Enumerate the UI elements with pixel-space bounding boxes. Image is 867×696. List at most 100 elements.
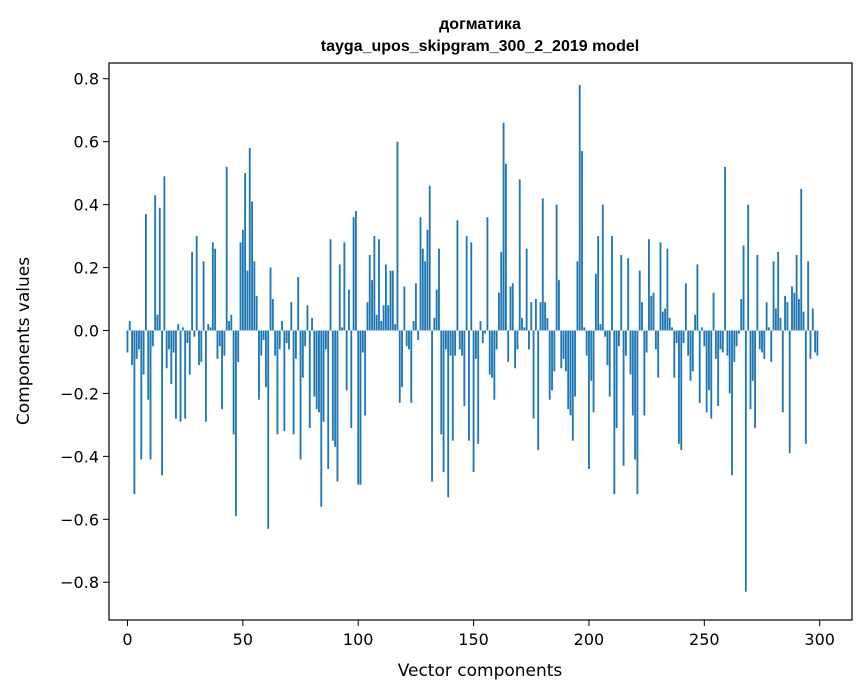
bar bbox=[758, 330, 761, 350]
bar bbox=[145, 214, 147, 331]
bar bbox=[627, 258, 630, 331]
bar bbox=[456, 220, 459, 331]
bar bbox=[479, 321, 482, 331]
bar bbox=[592, 330, 595, 413]
bar bbox=[336, 330, 339, 482]
bar bbox=[541, 198, 544, 331]
bar bbox=[267, 330, 270, 529]
bar bbox=[138, 330, 140, 350]
bar bbox=[678, 330, 680, 444]
bar bbox=[774, 308, 777, 331]
bar bbox=[648, 239, 650, 331]
bar bbox=[534, 299, 537, 331]
bar bbox=[177, 324, 180, 331]
bar bbox=[320, 330, 323, 507]
bar bbox=[246, 270, 249, 331]
bar bbox=[468, 330, 470, 441]
bar bbox=[200, 330, 203, 362]
bar bbox=[405, 330, 408, 347]
bar bbox=[398, 330, 401, 403]
bar bbox=[507, 330, 510, 362]
bar bbox=[687, 330, 690, 356]
bar bbox=[740, 299, 743, 331]
bar bbox=[313, 330, 316, 397]
bar bbox=[361, 330, 364, 353]
bar bbox=[680, 330, 683, 451]
y-axis-label: Components values bbox=[14, 257, 34, 425]
bar bbox=[408, 330, 410, 350]
bar bbox=[449, 330, 452, 356]
bar bbox=[156, 314, 159, 331]
y-tick-label: −0.2 bbox=[60, 384, 99, 403]
x-axis-ticks: 0 50 100 150 200 250 300 bbox=[122, 620, 835, 649]
bar bbox=[631, 330, 634, 416]
bar bbox=[590, 330, 593, 381]
bar bbox=[444, 330, 447, 350]
bar bbox=[327, 330, 330, 469]
bar bbox=[371, 280, 373, 331]
bar bbox=[329, 239, 332, 331]
bar bbox=[417, 330, 420, 340]
bar bbox=[581, 151, 583, 331]
bar bbox=[768, 327, 770, 331]
bar bbox=[345, 330, 348, 391]
bar bbox=[285, 330, 288, 344]
bar bbox=[253, 261, 256, 331]
bar bbox=[179, 330, 182, 422]
bar bbox=[484, 330, 487, 334]
bar bbox=[278, 330, 281, 350]
bar bbox=[214, 248, 217, 331]
bar bbox=[795, 254, 798, 331]
bar bbox=[170, 330, 173, 384]
bar bbox=[255, 295, 258, 331]
bar bbox=[664, 308, 667, 331]
bar bbox=[154, 195, 157, 331]
bar bbox=[396, 141, 399, 331]
bar bbox=[172, 330, 175, 353]
bar bbox=[802, 311, 805, 331]
bar bbox=[804, 330, 807, 444]
bar bbox=[209, 327, 212, 331]
bar bbox=[331, 330, 334, 441]
bar bbox=[465, 236, 468, 331]
bar bbox=[770, 330, 773, 362]
bar bbox=[564, 330, 567, 372]
bar bbox=[514, 330, 517, 369]
bar bbox=[636, 330, 639, 495]
bar bbox=[230, 314, 233, 331]
bar bbox=[749, 330, 752, 410]
bar bbox=[518, 179, 521, 331]
bar bbox=[712, 292, 715, 331]
bar bbox=[237, 330, 240, 362]
bar bbox=[211, 242, 214, 331]
bar bbox=[454, 330, 457, 356]
bar bbox=[594, 273, 597, 331]
bar bbox=[525, 248, 528, 331]
bar bbox=[624, 330, 627, 356]
bar bbox=[691, 330, 694, 372]
bar bbox=[151, 330, 154, 347]
bar bbox=[324, 330, 327, 350]
bar bbox=[761, 330, 763, 353]
bar bbox=[599, 324, 602, 331]
chart-subtitle: tayga_upos_skipgram_300_2_2019 model bbox=[321, 38, 639, 55]
bar bbox=[735, 330, 738, 347]
bar bbox=[391, 270, 394, 331]
bar bbox=[438, 248, 440, 331]
bar bbox=[198, 330, 200, 366]
bar bbox=[643, 330, 646, 416]
x-axis-label: Vector components bbox=[398, 661, 563, 681]
bar bbox=[504, 163, 507, 331]
bar bbox=[673, 330, 676, 378]
bar bbox=[239, 242, 242, 331]
bar bbox=[241, 229, 244, 331]
bar bbox=[578, 85, 581, 331]
bar bbox=[451, 330, 454, 441]
bar bbox=[281, 321, 283, 331]
y-tick-label: 0.0 bbox=[74, 321, 99, 340]
bar bbox=[777, 251, 780, 331]
bar bbox=[523, 327, 526, 331]
bar bbox=[292, 330, 295, 435]
bar bbox=[186, 330, 189, 344]
bar bbox=[188, 330, 191, 375]
